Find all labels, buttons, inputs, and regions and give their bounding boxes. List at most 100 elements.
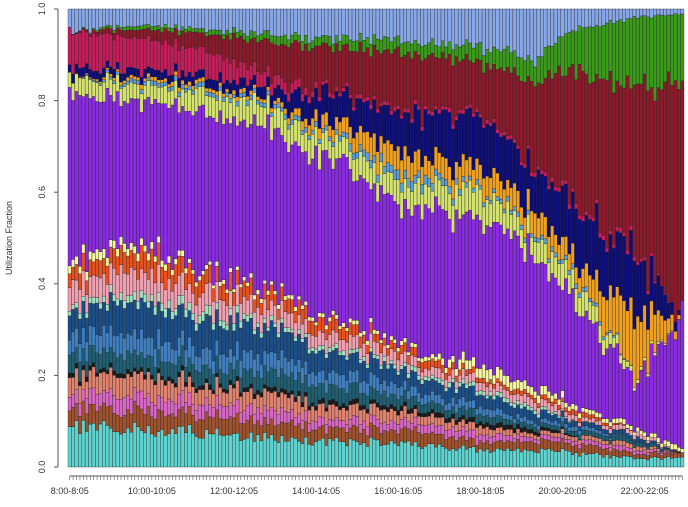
bar-segment-black xyxy=(492,425,495,430)
bar-segment-navy-blue xyxy=(400,369,403,386)
bar-segment-pale-yellow xyxy=(332,310,335,315)
bar-segment-pink xyxy=(588,440,591,444)
bar-segment-purple xyxy=(147,97,150,253)
bar-segment-black xyxy=(266,387,269,391)
bar-segment-green xyxy=(249,31,252,39)
bar-segment-mint xyxy=(263,318,266,323)
bar-segment-cyan xyxy=(619,458,622,467)
bar-segment-light-pink xyxy=(451,369,454,378)
bar-segment-purple xyxy=(201,105,204,271)
bar-segment-navy-blue xyxy=(133,300,136,329)
bar-segment-periwinkle xyxy=(308,9,311,43)
bar-segment-purple xyxy=(438,206,441,354)
bar-segment-steel-blue xyxy=(140,329,143,353)
bar-segment-steel-blue xyxy=(379,384,382,395)
bar-segment-mint xyxy=(188,303,191,311)
bar-segment-orange-red xyxy=(393,343,396,351)
bar-segment-dark-red xyxy=(588,84,591,215)
bar-segment-purple xyxy=(482,234,485,364)
bar-segment-purple xyxy=(424,205,427,357)
bar-segment-mint xyxy=(479,390,482,394)
bar-segment-cyan xyxy=(427,444,430,467)
bar-segment-steel-blue xyxy=(431,391,434,401)
bar-segment-light-blue xyxy=(191,90,194,94)
bar-segment-periwinkle xyxy=(383,9,386,36)
bar-segment-yellow-green xyxy=(660,340,663,342)
bar-segment-yellow-green xyxy=(410,192,413,216)
bar-segment-orange-red xyxy=(198,281,201,297)
bar-segment-purple xyxy=(157,103,160,236)
bar-segment-dark-red xyxy=(397,47,400,106)
bar-segment-dark-navy xyxy=(598,238,601,291)
bar-segment-orange-red xyxy=(420,363,423,372)
bar-segment-periwinkle xyxy=(75,9,78,33)
bar-segment-purple xyxy=(667,335,670,442)
bar-segment-dark-red xyxy=(612,93,615,244)
bar-segment-dark-navy xyxy=(530,176,533,211)
bar-segment-light-pink xyxy=(178,275,181,295)
bar-segment-green xyxy=(311,41,314,49)
bar-segment-pale-yellow xyxy=(123,243,126,252)
bar-segment-yellow-green xyxy=(116,74,119,91)
bar-segment-crimson xyxy=(547,186,550,190)
bar-segment-pale-yellow xyxy=(506,376,509,388)
bar-segment-light-pink xyxy=(85,295,88,313)
bar-segment-yellow-green xyxy=(164,86,167,104)
bar-segment-cyan xyxy=(106,425,109,467)
bar-segment-yellow-green xyxy=(427,187,430,209)
bar-segment-purple xyxy=(489,227,492,369)
bar-segment-teal-dark xyxy=(284,375,287,390)
bar-segment-dark-red xyxy=(496,69,499,129)
bar-segment-orange xyxy=(657,310,660,342)
bar-segment-pink xyxy=(335,417,338,426)
bar-segment-black xyxy=(68,373,71,378)
bar-segment-light-pink xyxy=(554,403,557,411)
bar-segment-light-pink xyxy=(605,426,608,430)
bar-segment-steel-blue xyxy=(612,434,615,436)
bar-segment-cyan xyxy=(273,440,276,467)
bar-segment-purple xyxy=(277,128,280,305)
bar-segment-steel-blue xyxy=(311,372,314,385)
bar-segment-black xyxy=(249,384,252,388)
bar-segment-teal-dark xyxy=(595,433,598,438)
bar-segment-green xyxy=(427,43,430,55)
bar-segment-light-blue xyxy=(516,212,519,216)
bar-segment-light-blue xyxy=(332,142,335,147)
bar-segment-cyan xyxy=(551,450,554,467)
bar-segment-salmon xyxy=(602,441,605,445)
bar-segment-orange xyxy=(171,82,174,86)
bar-segment-dark-red xyxy=(109,29,112,34)
bar-segment-orange-red xyxy=(458,370,461,375)
bar-segment-teal-dark xyxy=(533,427,536,432)
bar-segment-steel-blue xyxy=(75,328,78,347)
x-tick-label: 20:00-20:05 xyxy=(538,486,586,496)
bar-segment-mint xyxy=(243,313,246,319)
bar-segment-brown xyxy=(332,428,335,441)
bar-segment-orange-red xyxy=(407,355,410,364)
bar-segment-dark-red xyxy=(332,52,335,94)
bar-segment-navy-blue xyxy=(280,323,283,350)
bar-segment-teal-dark xyxy=(386,398,389,408)
bar-segment-orange-red xyxy=(509,391,512,394)
bar-segment-navy-blue xyxy=(455,393,458,404)
bar-segment-dark-red xyxy=(465,54,468,105)
bar-segment-light-pink xyxy=(345,342,348,356)
bar-segment-green xyxy=(188,27,191,32)
bar-segment-pale-yellow xyxy=(253,295,256,300)
bar-segment-pale-yellow xyxy=(462,351,465,363)
bar-segment-orange xyxy=(486,176,489,196)
bar-segment-crimson xyxy=(222,60,225,83)
bar-segment-pale-yellow xyxy=(592,410,595,414)
bar-segment-pale-yellow xyxy=(523,380,526,389)
bar-segment-light-pink xyxy=(99,278,102,303)
bar-segment-orange xyxy=(653,315,656,353)
bar-segment-crimson xyxy=(657,273,660,275)
bar-segment-salmon xyxy=(78,386,81,404)
bar-segment-black xyxy=(376,403,379,407)
bar-segment-pink xyxy=(150,402,153,417)
bar-segment-cyan xyxy=(667,457,670,467)
bar-segment-pale-yellow xyxy=(451,356,454,363)
bar-segment-navy-blue xyxy=(140,298,143,329)
bar-segment-green xyxy=(284,35,287,45)
bar-segment-dark-navy xyxy=(335,91,338,117)
